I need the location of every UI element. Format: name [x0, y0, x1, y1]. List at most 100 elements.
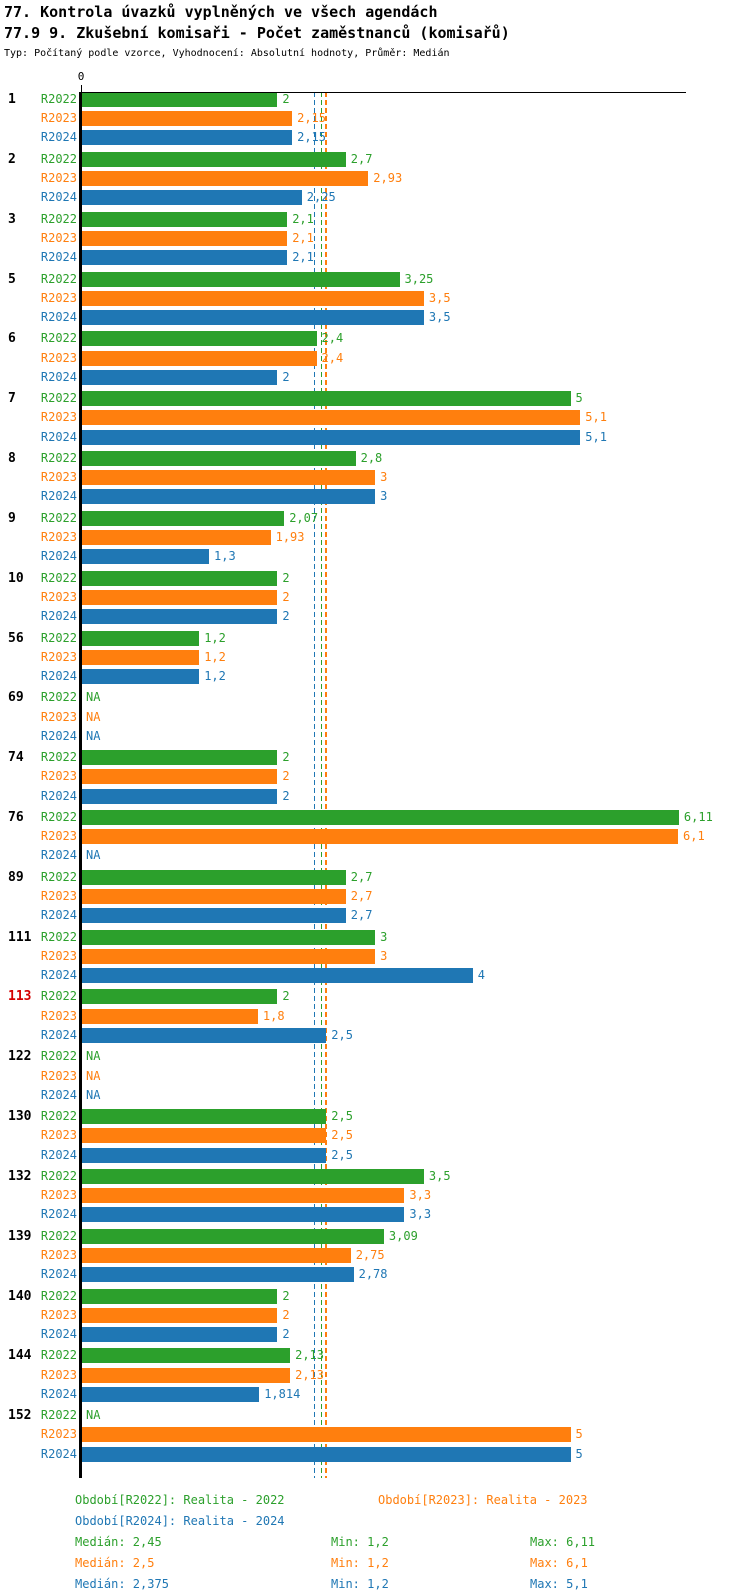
value-label: 5 — [575, 1446, 583, 1461]
group-id-label: 130 — [8, 1109, 32, 1125]
group-id-label: 6 — [8, 331, 16, 347]
value-label: 2,7 — [350, 869, 373, 884]
series-label-r2024: R2024 — [40, 968, 77, 982]
series-label-r2024: R2024 — [40, 728, 77, 743]
na-label: NA — [86, 709, 101, 724]
report-title: 77. Kontrola úvazků vyplněných ve všech … — [4, 3, 438, 21]
series-label-r2023: R2023 — [40, 769, 77, 784]
series-label-r2023: R2023 — [40, 290, 77, 305]
na-label: NA — [86, 690, 101, 705]
series-label-r2023: R2023 — [40, 171, 77, 185]
series-label-r2022: R2022 — [40, 92, 77, 106]
series-label-r2023: R2023 — [40, 709, 77, 724]
bar-r2023 — [82, 530, 271, 545]
series-label-r2022: R2022 — [40, 451, 77, 465]
bar-r2022 — [82, 929, 376, 945]
series-label-r2022: R2022 — [40, 869, 77, 884]
value-label: 2,1 — [292, 230, 314, 245]
series-label-r2024: R2024 — [40, 429, 77, 444]
series-label-r2024: R2024 — [40, 1027, 77, 1042]
value-label: 2 — [282, 750, 290, 765]
bar-r2022 — [82, 810, 679, 825]
series-label-r2023: R2023 — [40, 589, 77, 604]
bar-r2023 — [82, 1367, 291, 1383]
value-label: 2 — [282, 589, 290, 604]
group-id-label: 76 — [8, 810, 24, 825]
value-label: 2,7 — [350, 908, 373, 923]
value-label: 2,5 — [331, 1109, 353, 1124]
series-label-r2024: R2024 — [40, 190, 77, 205]
legend-max-r2023: Max: 6,1 — [530, 1556, 588, 1570]
bar-r2023 — [82, 589, 278, 605]
value-label: 2,4 — [321, 331, 344, 346]
bar-r2022 — [82, 510, 285, 526]
legend-min-r2023: Min: 1,2 — [331, 1556, 389, 1570]
value-label: 1,3 — [214, 549, 236, 564]
series-label-r2024: R2024 — [40, 489, 77, 504]
median-line-r2022 — [320, 92, 322, 1478]
series-label-r2022: R2022 — [40, 1348, 77, 1363]
x-axis-line — [81, 92, 686, 93]
value-label: 2 — [282, 609, 290, 623]
value-label: 2,13 — [295, 1367, 324, 1382]
bar-r2024 — [82, 1446, 571, 1462]
median-line-r2023 — [325, 92, 328, 1478]
series-label-r2022: R2022 — [40, 1168, 77, 1183]
value-label: 5,1 — [585, 429, 607, 444]
bar-r2022 — [82, 1228, 384, 1244]
series-label-r2022: R2022 — [40, 211, 77, 226]
bar-r2023 — [82, 649, 200, 665]
group-id-label: 5 — [8, 271, 16, 287]
value-label: 3,3 — [409, 1188, 432, 1203]
chart-title: 77.9 9. Zkušební komisaři - Počet zaměst… — [4, 24, 510, 42]
series-label-r2023: R2023 — [40, 470, 77, 485]
legend-period-r2024: Období[R2024]: Realita - 2024 — [75, 1514, 285, 1528]
bar-r2022 — [82, 451, 356, 466]
group-id-label: 111 — [8, 929, 32, 945]
bar-r2024 — [82, 309, 424, 325]
bar-r2024 — [82, 668, 200, 684]
series-label-r2023: R2023 — [40, 1247, 77, 1262]
series-label-r2024: R2024 — [40, 130, 77, 145]
value-label: 3 — [380, 470, 388, 485]
series-label-r2023: R2023 — [40, 649, 77, 664]
value-label: 5,1 — [585, 410, 607, 425]
value-label: 3,5 — [428, 290, 451, 305]
bar-r2024 — [82, 429, 581, 445]
series-label-r2023: R2023 — [40, 410, 77, 425]
value-label: 1,8 — [262, 1008, 285, 1023]
series-label-r2022: R2022 — [40, 630, 77, 645]
group-id-label: 8 — [8, 451, 16, 466]
series-label-r2022: R2022 — [40, 391, 77, 406]
series-label-r2024: R2024 — [40, 1087, 77, 1102]
value-label: 2 — [282, 1326, 290, 1341]
group-id-label: 140 — [8, 1288, 32, 1304]
bar-r2024 — [82, 1386, 260, 1402]
value-label: 2,5 — [331, 1147, 353, 1162]
value-label: 2,93 — [373, 171, 403, 185]
bar-r2023 — [82, 948, 376, 964]
bar-r2023 — [82, 769, 278, 785]
series-label-r2024: R2024 — [40, 1326, 77, 1341]
value-label: 2,7 — [350, 151, 373, 166]
group-id-label: 144 — [8, 1348, 32, 1364]
series-label-r2022: R2022 — [40, 1109, 77, 1124]
value-label: 2,25 — [306, 190, 336, 205]
series-label-r2024: R2024 — [40, 788, 77, 803]
group-id-label: 152 — [8, 1408, 32, 1424]
bar-r2023 — [82, 1008, 258, 1024]
bar-r2023 — [82, 1188, 405, 1204]
chart-subtitle: Typ: Počítaný podle vzorce, Vyhodnocení:… — [4, 48, 450, 59]
bar-r2024 — [82, 609, 278, 624]
bar-r2023 — [82, 1427, 571, 1443]
series-label-r2023: R2023 — [40, 111, 77, 126]
bar-r2024 — [82, 130, 293, 146]
value-label: 1,2 — [204, 649, 226, 664]
bar-r2022 — [82, 391, 571, 407]
value-label: 3 — [380, 489, 388, 504]
value-label: 3 — [380, 948, 388, 963]
legend-min-r2022: Min: 1,2 — [331, 1535, 389, 1549]
na-label: NA — [86, 848, 101, 863]
value-label: 3 — [380, 929, 388, 944]
